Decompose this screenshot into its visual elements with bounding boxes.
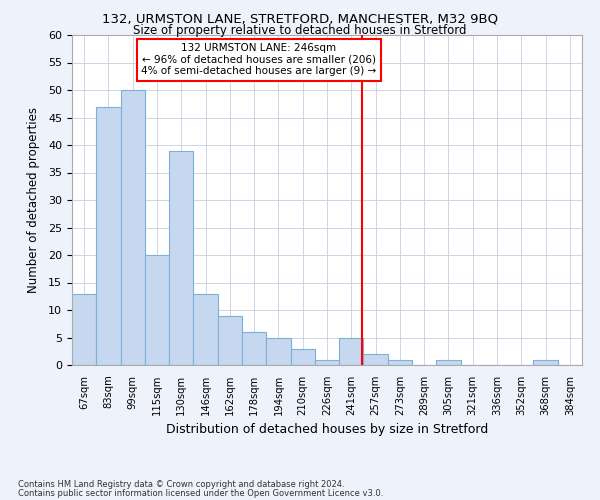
Bar xyxy=(315,360,339,365)
Y-axis label: Number of detached properties: Number of detached properties xyxy=(27,107,40,293)
Text: Size of property relative to detached houses in Stretford: Size of property relative to detached ho… xyxy=(133,24,467,37)
Bar xyxy=(121,90,145,365)
Bar xyxy=(364,354,388,365)
Bar xyxy=(242,332,266,365)
Bar xyxy=(72,294,96,365)
Bar xyxy=(218,316,242,365)
Text: 132, URMSTON LANE, STRETFORD, MANCHESTER, M32 9BQ: 132, URMSTON LANE, STRETFORD, MANCHESTER… xyxy=(102,12,498,26)
Text: Contains public sector information licensed under the Open Government Licence v3: Contains public sector information licen… xyxy=(18,488,383,498)
Bar xyxy=(388,360,412,365)
Bar xyxy=(193,294,218,365)
Bar xyxy=(339,338,364,365)
Bar xyxy=(169,150,193,365)
Text: Contains HM Land Registry data © Crown copyright and database right 2024.: Contains HM Land Registry data © Crown c… xyxy=(18,480,344,489)
Bar xyxy=(290,348,315,365)
Bar xyxy=(145,255,169,365)
Text: 132 URMSTON LANE: 246sqm
← 96% of detached houses are smaller (206)
4% of semi-d: 132 URMSTON LANE: 246sqm ← 96% of detach… xyxy=(142,44,377,76)
X-axis label: Distribution of detached houses by size in Stretford: Distribution of detached houses by size … xyxy=(166,424,488,436)
Bar xyxy=(436,360,461,365)
Bar xyxy=(96,106,121,365)
Bar xyxy=(533,360,558,365)
Bar xyxy=(266,338,290,365)
